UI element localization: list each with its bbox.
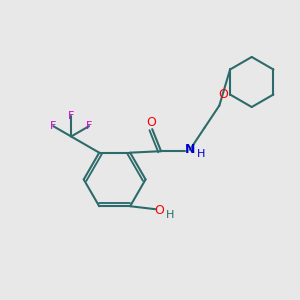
Text: F: F bbox=[50, 121, 56, 131]
Text: N: N bbox=[185, 143, 195, 156]
Text: F: F bbox=[86, 121, 92, 131]
Text: H: H bbox=[196, 149, 205, 159]
Text: O: O bbox=[146, 116, 156, 129]
Text: O: O bbox=[219, 88, 229, 101]
Text: H: H bbox=[166, 210, 175, 220]
Text: O: O bbox=[154, 204, 164, 217]
Text: F: F bbox=[68, 111, 74, 121]
